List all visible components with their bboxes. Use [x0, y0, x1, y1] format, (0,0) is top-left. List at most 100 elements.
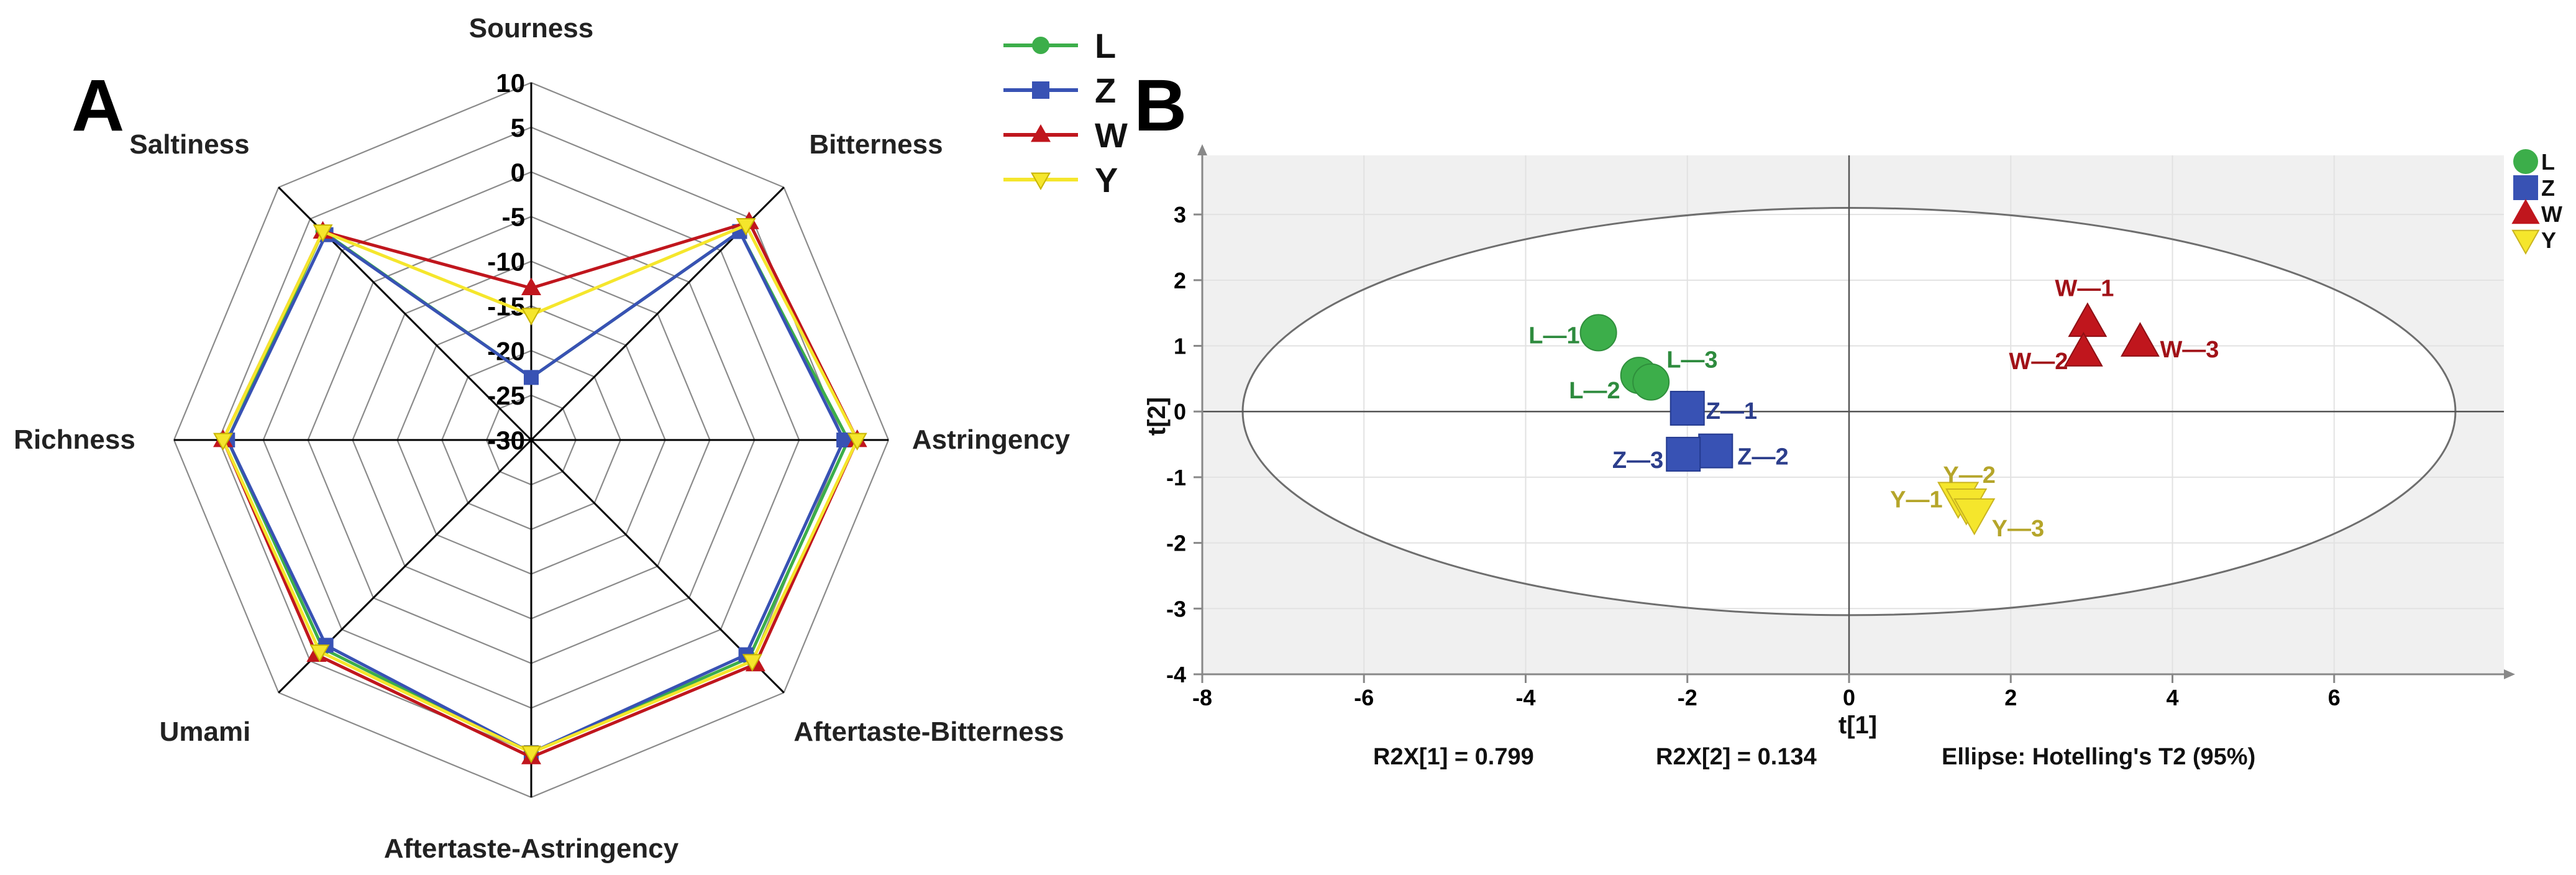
y-axis-arrow — [1197, 144, 1207, 155]
pca-legend-item-w[interactable]: W — [2511, 199, 2562, 227]
point-label-z-1: Z—1 — [1706, 398, 1757, 424]
legend-marker-w — [1030, 124, 1051, 142]
r2x-2-stat: R2X[2] = 0.134 — [1656, 744, 1817, 770]
pca-legend-marker-z — [2513, 175, 2538, 200]
plot-axes — [1197, 144, 2515, 679]
pca-legend-item-l[interactable]: L — [2513, 149, 2555, 175]
series-l — [220, 224, 856, 761]
radial-tick-30: -30 — [487, 426, 525, 455]
legend-label-z: Z — [1095, 71, 1116, 110]
y-tick-3: 3 — [1174, 202, 1186, 227]
plot-points: L—1 L—2 L—3 Z—1 Z—2 Z—3 W—1 W—2 W—3 Y—1Y—2 Y—3 — [1528, 276, 2219, 543]
point-y-aftertaste-bitterness — [742, 654, 762, 672]
plot-tick-labels: -8 -6 -4 -2 0 2 4 6 3 2 1 0 -1 -2 -3 -4 — [1166, 202, 2341, 710]
point-y-bitterness — [736, 218, 756, 236]
point-label-w-1: W—1 — [2055, 276, 2114, 302]
panel-label-a: A — [71, 65, 124, 147]
point-label-y-3: Y—3 — [1992, 516, 2044, 542]
axis-label-astringency: Astringency — [912, 424, 1071, 455]
x-axis-arrow — [2504, 669, 2515, 679]
point-label-l-1: L—1 — [1528, 323, 1579, 349]
pca-legend-label-w: W — [2541, 201, 2562, 227]
legend-label-w: W — [1095, 116, 1128, 155]
x-tick-0: 0 — [1843, 685, 1855, 710]
radial-tick-10: 10 — [496, 68, 525, 98]
pca-legend-marker-l — [2513, 149, 2538, 174]
radar-axis-labels: Sourness Bitterness Astringency Aftertaste-… — [14, 13, 1070, 864]
x-tick-6: -6 — [1354, 685, 1374, 710]
y-axis-title: t[2] — [1143, 397, 1171, 436]
x-tick-6: 6 — [2328, 685, 2341, 710]
point-label-z-2: Z—2 — [1737, 444, 1788, 470]
radar-grid — [173, 81, 890, 799]
x-tick-4: 4 — [2166, 685, 2178, 710]
point-label-l-2: L—2 — [1569, 378, 1620, 404]
point-y-richness — [213, 433, 234, 451]
point-label-y-1: Y—1 — [1890, 487, 1942, 513]
radial-tick-5: -5 — [502, 203, 525, 232]
y-tick-2: 2 — [1174, 268, 1186, 293]
point-l-3 — [1632, 363, 1670, 401]
series-line-w — [221, 220, 859, 759]
pca-legend-item-z[interactable]: Z — [2513, 175, 2555, 201]
point-l-1 — [1579, 314, 1617, 352]
x-tick-8: -8 — [1192, 685, 1212, 710]
series-z — [220, 224, 852, 761]
point-w-sourness — [521, 277, 542, 296]
point-w-2 — [2063, 332, 2103, 367]
point-label-w-2: W—2 — [2009, 349, 2068, 375]
axis-label-saltiness: Saltiness — [129, 129, 249, 160]
pca-legend-label-z: Z — [2541, 175, 2555, 201]
y-tick-1: -1 — [1166, 465, 1186, 490]
legend-marker-z — [1032, 81, 1049, 99]
y-tick-4: -4 — [1166, 662, 1186, 687]
x-tick-2: -2 — [1678, 685, 1697, 710]
series-y — [213, 218, 867, 764]
series-line-y — [221, 223, 859, 754]
axis-label-richness: Richness — [14, 424, 135, 455]
radial-tick-5: 5 — [511, 113, 525, 142]
point-y-3 — [1953, 498, 1996, 536]
point-w-1 — [2068, 302, 2108, 337]
point-y-sourness — [521, 308, 542, 326]
point-y-saltiness — [313, 224, 333, 242]
axis-label-aftertaste-bitterness: Aftertaste-Bitterness — [793, 717, 1064, 747]
point-z-1 — [1669, 390, 1705, 426]
point-y-umami — [309, 644, 330, 662]
pca-legend-item-y[interactable]: Y — [2511, 227, 2556, 255]
y-tick-0: 0 — [1174, 399, 1186, 424]
point-z-2 — [1698, 433, 1733, 469]
pca-legend-marker-w — [2511, 199, 2540, 224]
y-tick-2: -2 — [1166, 531, 1186, 556]
pca-legend-label-y: Y — [2541, 227, 2556, 253]
x-tick-4: -4 — [1515, 685, 1535, 710]
group-l: L—1 L—2 L—3 — [1528, 314, 1718, 404]
point-z-sourness — [524, 370, 539, 385]
group-w: W—1 W—2 W—3 — [2009, 276, 2219, 375]
axis-label-umami: Umami — [160, 717, 251, 747]
x-tick-2: 2 — [2004, 685, 2017, 710]
axis-label-bitterness: Bitterness — [809, 129, 943, 160]
axis-label-aftertaste-astringency: Aftertaste-Astringency — [384, 833, 679, 864]
plot-background — [1202, 155, 2504, 674]
point-label-y-2: Y—2 — [1943, 462, 1995, 488]
point-label-z-3: Z—3 — [1612, 447, 1663, 474]
legend-item-y[interactable]: Y — [1003, 160, 1118, 199]
y-tick-3: -3 — [1166, 596, 1186, 621]
radial-tick-25: -25 — [487, 381, 525, 410]
pca-legend-label-l: L — [2541, 149, 2555, 175]
radial-tick-10: -10 — [487, 247, 525, 277]
point-z-astringency — [836, 433, 852, 447]
r2x-1-stat: R2X[1] = 0.799 — [1373, 744, 1534, 770]
point-label-w-3: W—3 — [2160, 337, 2219, 363]
group-z: Z—1 Z—2 Z—3 — [1612, 390, 1789, 474]
legend-item-z[interactable]: Z — [1003, 71, 1116, 110]
pca-legend-marker-y — [2511, 229, 2540, 255]
legend-item-w[interactable]: W — [1003, 116, 1128, 155]
legend-item-l[interactable]: L — [1003, 26, 1116, 65]
point-w-3 — [2121, 322, 2160, 357]
x-axis-title: t[1] — [1838, 712, 1877, 739]
